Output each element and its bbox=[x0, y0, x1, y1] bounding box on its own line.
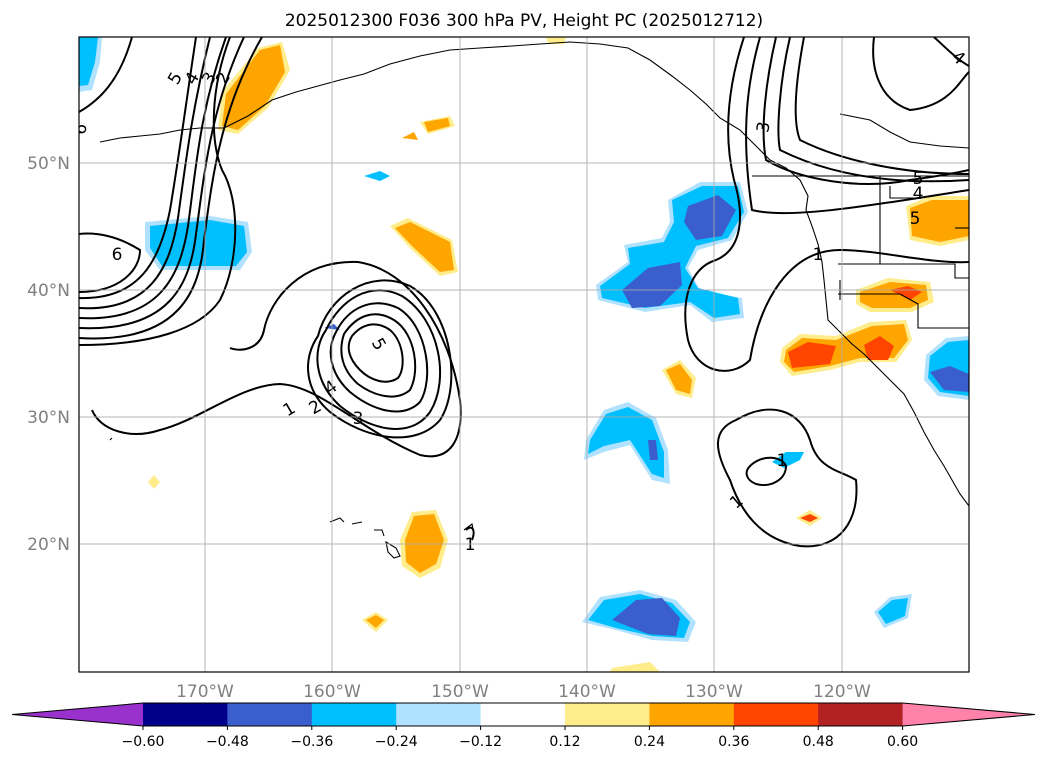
lon-label: 150°W bbox=[431, 682, 489, 702]
colorbar-label: −0.24 bbox=[375, 734, 418, 750]
map-panel: 5 4 3 2 6 6 1 2 3 4 5 1 3 5 4 5 1 1 1 4 bbox=[27, 36, 970, 702]
height-contours bbox=[79, 37, 969, 548]
pv-positive-region bbox=[222, 45, 285, 130]
map-title: 2025012300 F036 300 hPa PV, Height PC (2… bbox=[285, 11, 763, 31]
contour-label: 1 bbox=[813, 245, 824, 265]
colorbar-segment bbox=[733, 703, 819, 726]
pv-negative-region bbox=[684, 195, 736, 240]
pv-negative-region bbox=[622, 262, 682, 308]
colorbar-label: 0.60 bbox=[887, 734, 918, 750]
contour-label: 3 bbox=[353, 409, 364, 429]
colorbar-segment bbox=[143, 703, 228, 726]
colorbar-segment bbox=[649, 703, 735, 726]
contour-label: 1 bbox=[777, 451, 788, 471]
lon-label: 170°W bbox=[176, 682, 234, 702]
contour-label: 1 bbox=[465, 535, 476, 555]
contour-label: 6 bbox=[112, 245, 123, 265]
colorbar-segment bbox=[227, 703, 313, 726]
pv-negative-region bbox=[930, 366, 969, 392]
pv-negative-region bbox=[364, 171, 390, 181]
lon-label: 120°W bbox=[813, 682, 871, 702]
lon-label: 140°W bbox=[558, 682, 616, 702]
pv-positive-region bbox=[402, 132, 418, 140]
colorbar-label: −0.60 bbox=[122, 734, 165, 750]
pv-shading bbox=[79, 37, 969, 672]
colorbar-label: −0.36 bbox=[290, 734, 333, 750]
colorbar-label: 0.36 bbox=[718, 734, 749, 750]
contour-label: 5 bbox=[913, 169, 924, 189]
lon-label: 160°W bbox=[303, 682, 361, 702]
pv-positive-region bbox=[424, 118, 450, 132]
colorbar-label: 0.12 bbox=[549, 734, 580, 750]
colorbar-label: 0.24 bbox=[634, 734, 665, 750]
colorbar-segment bbox=[396, 703, 482, 726]
lat-label: 30°N bbox=[27, 408, 70, 428]
colorbar-extend-max bbox=[902, 703, 1035, 726]
lat-label: 40°N bbox=[27, 281, 70, 301]
pv-negative-region bbox=[588, 407, 664, 478]
pv-negative-region bbox=[79, 37, 98, 86]
lat-label: 50°N bbox=[27, 154, 70, 174]
pv-positive-region bbox=[864, 336, 894, 360]
pv-positive-region bbox=[666, 364, 692, 394]
pv-positive-region bbox=[800, 514, 818, 522]
contour-label: 3 bbox=[753, 120, 775, 134]
pv-negative-region bbox=[648, 440, 658, 460]
colorbar-label: −0.48 bbox=[206, 734, 249, 750]
contour-label: 4 bbox=[913, 184, 924, 204]
lon-label: 130°W bbox=[685, 682, 743, 702]
pv-positive-region bbox=[610, 662, 660, 672]
pv-positive-region bbox=[395, 222, 454, 272]
contour-label: 5 bbox=[910, 209, 921, 229]
pv-negative-region bbox=[772, 452, 804, 468]
colorbar-label: −0.12 bbox=[459, 734, 502, 750]
pv-positive-region bbox=[788, 342, 836, 368]
pv-positive-region bbox=[366, 615, 384, 628]
map-frame bbox=[78, 36, 970, 673]
colorbar-segment bbox=[818, 703, 904, 726]
pv-negative-region bbox=[150, 220, 247, 266]
colorbar-label: 0.48 bbox=[803, 734, 834, 750]
pv-positive-region bbox=[910, 200, 969, 242]
colorbar: −0.60 −0.48 −0.36 −0.24 −0.12 0.12 0.24 0.36 0.4… bbox=[11, 702, 1036, 750]
contour-label: 6 bbox=[70, 122, 92, 136]
pv-negative-region bbox=[612, 598, 680, 636]
longitude-labels: 170°W 160°W 150°W 140°W 130°W 120°W bbox=[176, 682, 871, 702]
colorbar-extend-min bbox=[12, 703, 143, 726]
pv-positive-region bbox=[148, 475, 160, 489]
latitude-labels: 50°N 40°N 30°N 20°N bbox=[27, 154, 70, 555]
gridlines bbox=[79, 37, 969, 672]
colorbar-segment bbox=[480, 703, 566, 726]
lat-label: 20°N bbox=[27, 535, 70, 555]
pv-negative-region bbox=[878, 598, 908, 624]
colorbar-segment bbox=[565, 703, 650, 726]
colorbar-segment bbox=[311, 703, 397, 726]
